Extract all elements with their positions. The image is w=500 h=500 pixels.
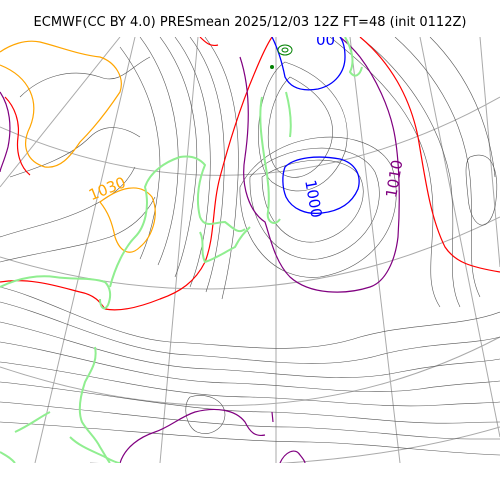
- coast-japan: [199, 226, 251, 263]
- meridian: [349, 37, 401, 463]
- isobar-1000: [271, 37, 360, 215]
- low-center-marker: [270, 44, 293, 69]
- meridian: [479, 37, 500, 268]
- coast-peninsula: [109, 155, 246, 288]
- coast-honshu: [78, 346, 111, 463]
- isobar-1030: [0, 40, 156, 253]
- coast-mainland: [0, 275, 112, 310]
- parallel: [90, 426, 500, 463]
- coast-kurile: [285, 91, 292, 138]
- label-top-partial: 00: [316, 37, 335, 49]
- meridian: [0, 37, 121, 188]
- isobar-1020: [0, 37, 500, 311]
- map-background: [0, 37, 500, 463]
- meridian: [419, 37, 500, 438]
- meridian: [34, 37, 136, 463]
- coast-south-islands: [69, 436, 121, 463]
- parallel: [0, 216, 500, 290]
- coast-pacific: [0, 451, 16, 463]
- coastlines: [0, 37, 363, 463]
- chart-title: ECMWF(CC BY 4.0) PRESmean 2025/12/03 12Z…: [33, 15, 467, 30]
- isobar-1010: [0, 37, 400, 463]
- coast-taiwan-south: [14, 411, 51, 433]
- coast-hokkaido: [344, 37, 363, 77]
- thin-isobars: [0, 37, 500, 456]
- pressure-map: 1030 1010 1000 00: [0, 37, 500, 463]
- coast-sakhalin-island: [259, 96, 281, 224]
